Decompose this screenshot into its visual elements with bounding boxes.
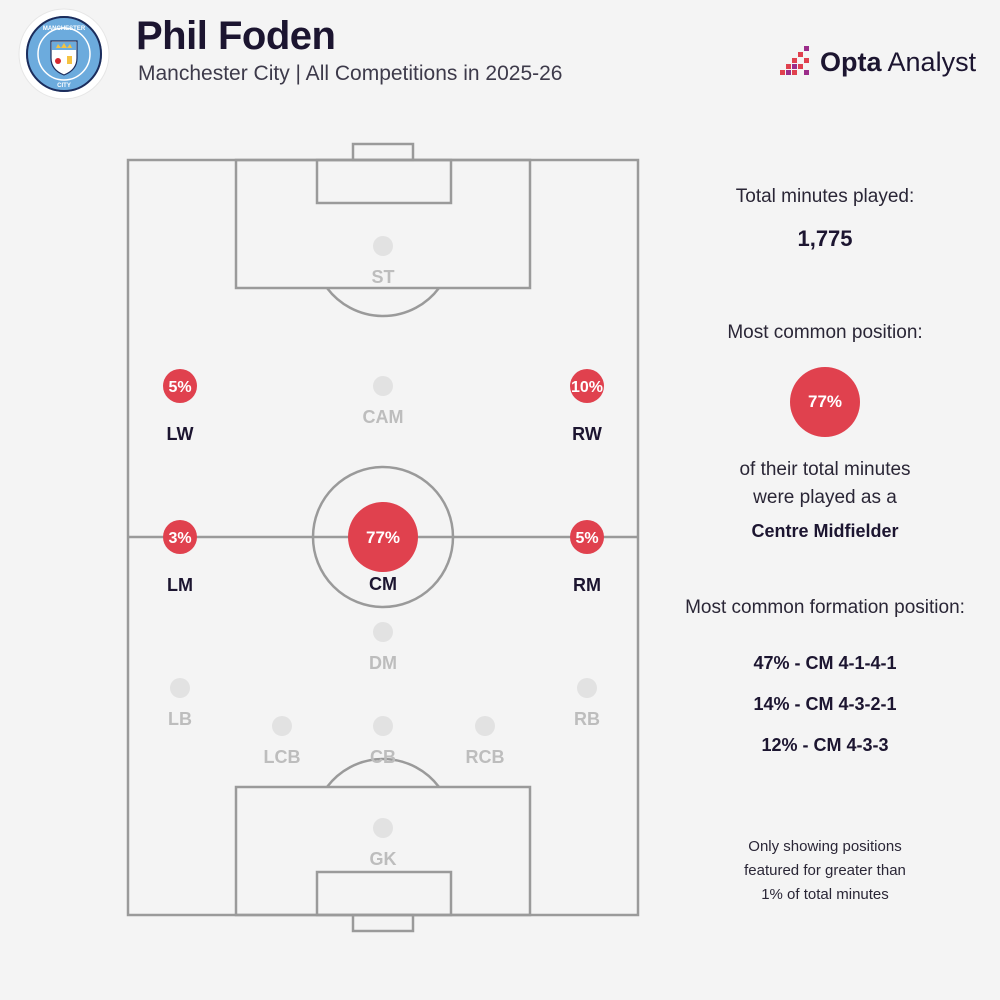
formation-item: 47% - CM 4-1-4-1 — [753, 653, 897, 673]
note-line: 1% of total minutes — [761, 886, 889, 903]
brand-light: Analyst — [881, 46, 977, 77]
position-marker-cb — [373, 716, 393, 736]
manchester-city-crest-logo: MANCHESTER CITY — [18, 8, 110, 100]
position-marker-rw — [570, 369, 604, 403]
position-marker-lm — [163, 520, 197, 554]
position-marker-rm — [570, 520, 604, 554]
position-label-rm: RM — [573, 575, 601, 595]
position-label-lcb: LCB — [264, 747, 301, 767]
player-name-title: Phil Foden — [136, 14, 336, 58]
position-marks: ST 5% LW CAM 10% RW 3% LM 77% CM 5% RM DM LB RB LCB CB RC… — [163, 236, 604, 869]
position-marker-cam — [373, 376, 393, 396]
position-label-st: ST — [371, 267, 394, 287]
position-marker-rb — [577, 678, 597, 698]
position-label-lm: LM — [167, 575, 193, 595]
position-label-rw: RW — [572, 424, 602, 444]
position-label-cb: CB — [370, 747, 396, 767]
position-marker-rcb — [475, 716, 495, 736]
pitch-position-map: ST 5% LW CAM 10% RW 3% LM 77% CM 5% RM DM LB RB LCB CB RC… — [126, 142, 640, 933]
opta-bars-icon — [780, 46, 809, 75]
position-label-lw: LW — [167, 424, 194, 444]
formation-item: 14% - CM 4-3-2-1 — [753, 694, 897, 714]
formation-label: Most common formation position: — [685, 597, 965, 618]
opta-analyst-logo: Opta Analyst — [780, 44, 976, 80]
position-value-rm: 5% — [575, 530, 598, 547]
position-value-lw: 5% — [168, 379, 191, 396]
position-marker-lw — [163, 369, 197, 403]
position-label-cm: CM — [369, 574, 397, 594]
position-value-lm: 3% — [168, 530, 191, 547]
position-text-1: of their total minutes — [739, 459, 911, 480]
position-marker-gk — [373, 818, 393, 838]
position-marker-lcb — [272, 716, 292, 736]
note-line: Only showing positions — [748, 838, 902, 855]
position-name: Centre Midfielder — [751, 521, 899, 541]
position-marker-st — [373, 236, 393, 256]
position-label-lb: LB — [168, 709, 192, 729]
minutes-value: 1,775 — [797, 226, 853, 251]
crest-bottom-text: CITY — [57, 83, 71, 89]
position-label-cam: CAM — [363, 407, 404, 427]
crest-top-text: MANCHESTER — [43, 26, 86, 32]
position-label-dm: DM — [369, 653, 397, 673]
position-marker-lb — [170, 678, 190, 698]
position-pct-badge: 77% — [790, 367, 860, 437]
formation-item: 12% - CM 4-3-3 — [761, 735, 889, 755]
position-value-cm: 77% — [366, 528, 400, 547]
position-label-rb: RB — [574, 709, 600, 729]
position-label-rcb: RCB — [466, 747, 505, 767]
position-label: Most common position: — [727, 322, 923, 343]
position-marker-dm — [373, 622, 393, 642]
brand-bold: Opta — [820, 46, 882, 77]
position-marker-cm — [348, 502, 418, 572]
position-value-rw: 10% — [571, 379, 603, 396]
note-line: featured for greater than — [744, 862, 906, 879]
position-text-2: were played as a — [753, 487, 897, 508]
brand-name: Opta Analyst — [820, 47, 976, 78]
minutes-label: Total minutes played: — [735, 186, 915, 207]
subtitle: Manchester City | All Competitions in 20… — [138, 62, 563, 85]
position-label-gk: GK — [370, 849, 397, 869]
